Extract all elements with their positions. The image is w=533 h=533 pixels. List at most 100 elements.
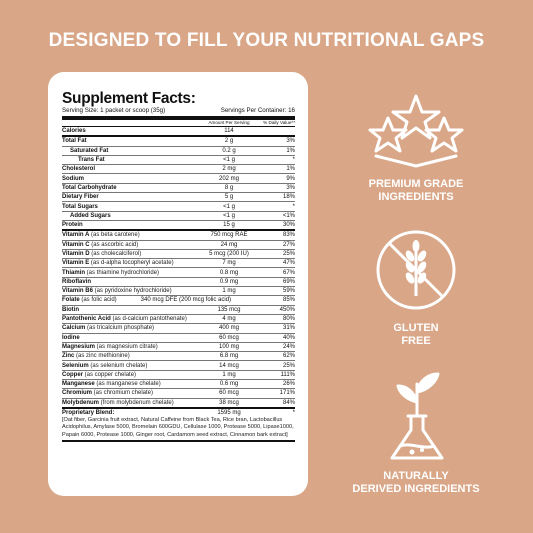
nutrient-amount: 114: [224, 128, 234, 135]
nutrient-row: Copper (as copper chelate) 1 mg 111%: [62, 371, 295, 381]
nutrient-row: Zinc (as zinc methionine) 6.8 mg 62%: [62, 352, 295, 362]
nutrient-amount: 60 mcg: [219, 390, 239, 397]
badge-natural-label: NATURALLY DERIVED INGREDIENTS: [352, 470, 480, 495]
nutrient-daily-value: 1%: [286, 166, 295, 173]
headline: DESIGNED TO FILL YOUR NUTRITIONAL GAPS: [48, 30, 485, 51]
column-headers: Amount Per Serving % Daily Value**: [62, 120, 295, 127]
nutrient-name: Vitamin B6 (as pyridoxine hydrochloride): [62, 288, 172, 295]
nutrient-name: Calcium (as tricalcium phosphate): [62, 325, 155, 332]
nutrient-row: Calcium (as tricalcium phosphate) 400 mg 3…: [62, 324, 295, 334]
three-stars-icon: [368, 94, 464, 168]
nutrient-table: Calories 114 Total Fat 2 g 3% Saturated Fat 0.…: [62, 127, 295, 409]
flask-plant-icon: [390, 372, 444, 460]
nutrient-name: Vitamin A (as beta carotene): [62, 232, 140, 239]
nutrient-name: Vitamin E (as d-alpha tocopheryl acetate…: [62, 260, 174, 267]
blend-dv: *: [292, 410, 295, 417]
nutrient-name: Dietary Fiber: [62, 194, 99, 201]
serving-size: Serving Size: 1 packet or scoop (35g): [62, 107, 166, 114]
nutrient-name: Total Carbohydrate: [62, 184, 117, 191]
nutrient-row: Selenium (as selenium chelate) 14 mcg 25%: [62, 361, 295, 371]
nutrient-row: Trans Fat <1 g *: [62, 156, 295, 166]
nutrient-amount: 14 mcg: [219, 362, 239, 369]
nutrient-daily-value: 9%: [286, 175, 295, 182]
nutrient-daily-value: 25%: [282, 251, 295, 257]
nutrient-daily-value: 1%: [286, 147, 295, 154]
nutrient-name: Thiamin (as thiamine hydrochloride): [62, 269, 160, 276]
nutrient-daily-value: 59%: [282, 288, 295, 295]
nutrient-amount: 5 mcg (200 IU): [209, 251, 249, 257]
nutrient-amount: 15 g: [223, 222, 235, 229]
nutrient-amount: 0.8 mg: [219, 269, 239, 276]
nutrient-name: Calories: [62, 128, 86, 135]
nutrient-daily-value: 69%: [282, 278, 295, 285]
nutrient-row: Thiamin (as thiamine hydrochloride) 0.8 m…: [62, 268, 295, 278]
nutrient-amount: 60 mcg: [219, 334, 239, 341]
nutrient-amount: 0.9 mg: [219, 278, 239, 285]
nutrient-name: Zinc (as zinc methionine): [62, 353, 130, 360]
nutrient-row: Chromium (as chromium chelate) 60 mcg 171%: [62, 389, 295, 399]
no-wheat-icon: [376, 230, 456, 310]
nutrient-name: Total Fat: [62, 138, 87, 145]
nutrient-amount: <1 g: [223, 203, 235, 210]
nutrient-name: Vitamin D (as cholecalciferol): [62, 251, 142, 257]
nutrient-row: Vitamin D (as cholecalciferol) 5 mcg (200…: [62, 250, 295, 260]
nutrient-row: Saturated Fat 0.2 g 1%: [62, 147, 295, 156]
nutrient-name: Riboflavin: [62, 278, 92, 285]
nutrient-daily-value: *: [292, 157, 295, 164]
nutrient-amount: 100 mg: [218, 343, 239, 350]
nutrient-row: Vitamin C (as ascorbic acid) 24 mg 27%: [62, 241, 295, 250]
nutrient-amount: 1 mg: [222, 371, 236, 378]
nutrient-amount: 24 mg: [220, 241, 238, 248]
nutrient-name: Molybdenum (from molybdenum chelate): [62, 399, 174, 406]
nutrient-daily-value: 25%: [282, 362, 295, 369]
nutrient-daily-value: 450%: [279, 306, 295, 313]
nutrient-amount: 202 mg: [218, 175, 239, 182]
nutrient-daily-value: 83%: [282, 232, 295, 239]
nutrient-amount: 4 mg: [222, 316, 236, 323]
nutrient-amount: 6.8 mg: [219, 353, 239, 360]
blend-amount: 1595 mg: [217, 410, 241, 417]
nutrient-daily-value: 67%: [282, 269, 295, 276]
nutrient-daily-value: 30%: [282, 222, 295, 229]
nutrient-amount: 0.6 mg: [219, 381, 239, 388]
nutrient-name: Vitamin C (as ascorbic acid): [62, 241, 139, 248]
nutrient-daily-value: 3%: [286, 184, 295, 191]
facts-title: Supplement Facts:: [62, 90, 196, 107]
nutrient-name: Saturated Fat: [70, 147, 109, 154]
nutrient-row: Vitamin B6 (as pyridoxine hydrochloride)…: [62, 287, 295, 297]
nutrient-name: Biotin: [62, 306, 79, 313]
nutrient-row: Riboflavin 0.9 mg 69%: [62, 278, 295, 288]
nutrient-row: Cholesterol 2 mg 1%: [62, 165, 295, 175]
badge-gluten-label: GLUTEN FREE: [393, 322, 439, 347]
blend-ingredients: [Oat fiber, Garcinia fruit extract, Natu…: [62, 417, 295, 442]
nutrient-amount: <1 g: [223, 157, 235, 164]
nutrient-row: Vitamin A (as beta carotene) 750 mcg RAE 8…: [62, 231, 295, 241]
nutrient-daily-value: 111%: [280, 371, 295, 378]
nutrient-amount: 2 mg: [222, 166, 236, 173]
nutrient-daily-value: 18%: [282, 194, 295, 201]
nutrient-name: Copper (as copper chelate): [62, 371, 137, 378]
nutrient-amount: 5 g: [224, 194, 234, 201]
blend-name: Proprietary Blend:: [62, 410, 115, 417]
nutrient-daily-value: 47%: [282, 260, 295, 267]
nutrient-row: Folate (as folic acid) 340 mcg DFE (200 m…: [62, 296, 295, 306]
nutrient-daily-value: *: [292, 203, 295, 210]
nutrient-name: Cholesterol: [62, 166, 96, 173]
nutrient-amount: 340 mcg DFE (200 mcg folic acid): [140, 297, 232, 304]
amount-header: Amount Per Serving: [208, 120, 250, 125]
nutrient-name: Iodine: [62, 334, 80, 341]
serving-info: Serving Size: 1 packet or scoop (35g) Se…: [62, 107, 295, 120]
nutrient-name: Sodium: [62, 175, 84, 182]
nutrient-name: Added Sugars: [70, 212, 111, 219]
nutrient-daily-value: 40%: [282, 334, 295, 341]
nutrient-daily-value: <1%: [282, 212, 295, 219]
nutrient-name: Pantothenic Acid (as d-calcium pantothen…: [62, 316, 187, 323]
nutrient-row: Molybdenum (from molybdenum chelate) 38 m…: [62, 399, 295, 409]
nutrient-row: Dietary Fiber 5 g 18%: [62, 193, 295, 203]
supplement-facts-panel: [48, 72, 308, 496]
servings-per-container: Servings Per Container: 16: [220, 107, 295, 114]
nutrient-daily-value: 3%: [286, 138, 295, 145]
supplement-facts-label: Supplement Facts: Serving Size: 1 packet…: [62, 90, 295, 442]
badge-premium-label: PREMIUM GRADE INGREDIENTS: [368, 178, 464, 203]
nutrient-daily-value: 24%: [282, 343, 295, 350]
